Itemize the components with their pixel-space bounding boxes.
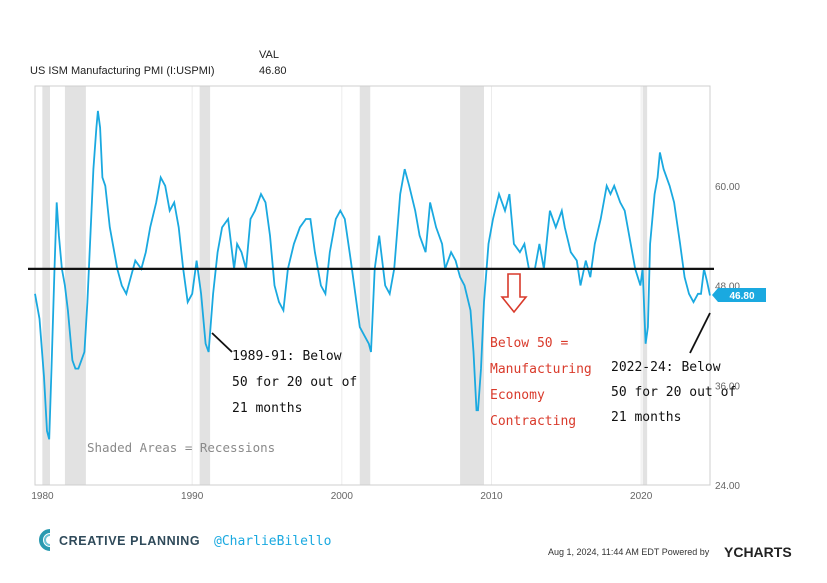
x-tick-label: 2000	[331, 491, 354, 502]
recession-band	[42, 86, 50, 485]
right-annotation-line: 2022-24: Below	[611, 360, 721, 375]
left-annotation-line: 21 months	[232, 401, 302, 416]
y-axis-ticks: 24.00 36.00 48.00 60.00	[715, 182, 740, 492]
middle-annotation: Below 50 = Manufacturing Economy Contrac…	[490, 336, 592, 429]
timestamp: Aug 1, 2024, 11:44 AM EDT Powered by	[548, 547, 710, 557]
middle-annotation-line: Contracting	[490, 414, 576, 429]
last-value-badge: 46.80	[712, 288, 766, 302]
right-annotation-pointer	[689, 312, 711, 354]
left-annotation-line: 1989-91: Below	[232, 349, 342, 364]
y-tick-label: 60.00	[715, 182, 740, 193]
x-tick-label: 2020	[630, 491, 653, 502]
right-annotation-line: 50 for 20 out of	[611, 385, 736, 400]
val-value: 46.80	[259, 65, 287, 77]
x-tick-label: 1980	[31, 491, 54, 502]
brand-name: CREATIVE PLANNING	[59, 534, 200, 548]
series-title: US ISM Manufacturing PMI (I:USPMI)	[30, 65, 215, 77]
right-annotation: 2022-24: Below 50 for 20 out of 21 month…	[611, 360, 736, 425]
creative-planning-logo-icon	[39, 529, 51, 551]
ycharts-logo: YCHARTS	[724, 544, 792, 560]
recession-band	[199, 86, 211, 485]
middle-annotation-line: Below 50 =	[490, 336, 568, 351]
recession-band	[64, 86, 86, 485]
recession-band	[359, 86, 371, 485]
left-annotation-line: 50 for 20 out of	[232, 375, 357, 390]
plot-frame	[34, 85, 711, 486]
last-value-label: 46.80	[729, 291, 754, 302]
left-annotation-pointer	[211, 332, 233, 353]
y-tick-label: 24.00	[715, 481, 740, 492]
recession-band	[642, 86, 648, 485]
y-tick-label: 48.00	[715, 282, 740, 293]
recession-shading	[42, 86, 648, 485]
middle-annotation-line: Manufacturing	[490, 362, 592, 377]
x-tick-label: 1990	[181, 491, 204, 502]
left-annotation: 1989-91: Below 50 for 20 out of 21 month…	[232, 349, 357, 416]
down-arrow-icon	[500, 273, 528, 314]
right-annotation-line: 21 months	[611, 410, 681, 425]
x-tick-label: 2010	[480, 491, 503, 502]
pmi-series-line	[34, 110, 711, 440]
middle-annotation-line: Economy	[490, 388, 545, 403]
recession-band	[460, 86, 485, 485]
twitter-handle: @CharlieBilello	[214, 534, 331, 549]
y-tick-label: 36.00	[715, 381, 740, 392]
val-label: VAL	[259, 49, 279, 61]
shaded-areas-note: Shaded Areas = Recessions	[87, 440, 275, 455]
x-axis-ticks: 1980 1990 2000 2010 2020	[31, 491, 652, 502]
